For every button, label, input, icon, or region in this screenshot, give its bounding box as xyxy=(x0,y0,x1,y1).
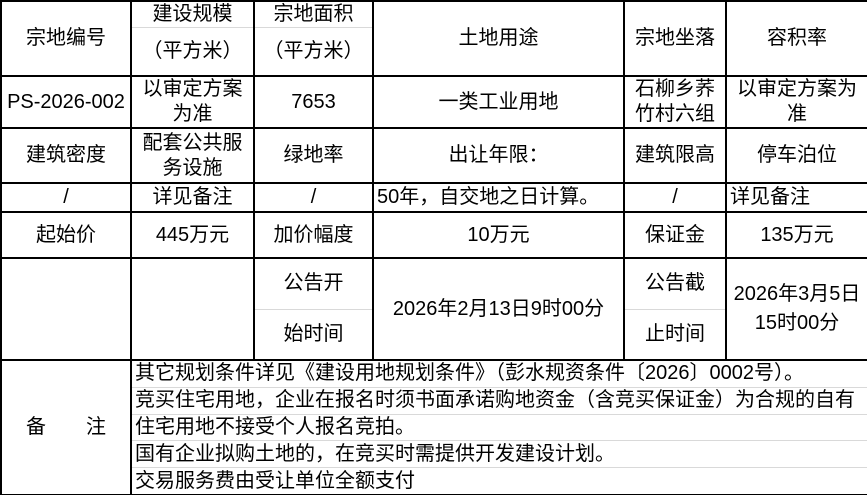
announcement-start-label: 公告开 始时间 xyxy=(253,257,374,361)
public-facilities-label: 配套公共服务设施 xyxy=(130,127,255,184)
construction-scale-header: 建设规模 （平方米） xyxy=(130,0,255,77)
location-value-text: 石柳乡荞竹村六组 xyxy=(635,78,715,125)
remark-line: 其它规划条件详见《建设用地规划条件》（彭水规资条件〔2026〕0002号）。 xyxy=(133,362,866,388)
plot-ratio-header: 容积率 xyxy=(725,0,867,77)
increment-value: 10万元 xyxy=(372,211,625,259)
height-limit-value: / xyxy=(623,182,727,213)
deposit-label: 保证金 xyxy=(623,211,727,259)
planning-values-row: / 详见备注 / 50年，自交地之日计算。 / 详见备注 xyxy=(0,182,867,213)
parcel-area-header: 宗地面积 （平方米） xyxy=(253,0,374,77)
values-row: PS-2026-002 以审定方案为准 7653 一类工业用地 石柳乡荞竹村六组… xyxy=(0,75,867,129)
announcement-end-label-line1: 公告截 xyxy=(626,260,724,310)
announcement-end-value: 2026年3月5日15时00分 xyxy=(725,257,867,361)
starting-price-label: 起始价 xyxy=(0,211,132,259)
parcel-id-value: PS-2026-002 xyxy=(0,75,132,129)
starting-price-value: 445万元 xyxy=(130,211,255,259)
announcement-start-label-line2: 始时间 xyxy=(283,322,344,345)
construction-scale-value: 以审定方案为准 xyxy=(130,75,255,129)
remarks-row: 备 注 其它规划条件详见《建设用地规划条件》（彭水规资条件〔2026〕0002号… xyxy=(0,359,867,495)
announcement-start-label-stack: 公告开 始时间 xyxy=(256,260,371,358)
tenure-label: 出让年限： xyxy=(372,127,625,184)
land-use-value: 一类工业用地 xyxy=(372,75,625,129)
empty-cell-1 xyxy=(0,257,132,361)
announcement-start-value: 2026年2月13日9时00分 xyxy=(372,257,625,361)
deposit-value: 135万元 xyxy=(725,211,867,259)
remark-line: 交易服务费由受让单位全额支付 xyxy=(135,469,415,492)
green-rate-label: 绿地率 xyxy=(253,127,374,184)
parking-value: 详见备注 xyxy=(725,182,867,213)
building-density-label: 建筑密度 xyxy=(0,127,132,184)
location-header: 宗地坐落 xyxy=(623,0,727,77)
remarks-content: 其它规划条件详见《建设用地规划条件》（彭水规资条件〔2026〕0002号）。 竞… xyxy=(130,359,867,495)
plot-ratio-value: 以审定方案为准 xyxy=(725,75,867,129)
construction-scale-header-line2: （平方米） xyxy=(142,40,243,62)
announcement-end-label-stack: 公告截 止时间 xyxy=(626,260,724,358)
remarks-lines: 其它规划条件详见《建设用地规划条件》（彭水规资条件〔2026〕0002号）。 竞… xyxy=(133,362,866,493)
building-density-value: / xyxy=(0,182,132,213)
construction-scale-header-line1: 建设规模 xyxy=(133,3,252,28)
parcel-area-header-stack: 宗地面积 （平方米） xyxy=(256,3,371,74)
land-use-header: 土地用途 xyxy=(372,0,625,77)
tenure-value: 50年，自交地之日计算。 xyxy=(372,182,625,213)
announcement-end-label: 公告截 止时间 xyxy=(623,257,727,361)
empty-cell-2 xyxy=(130,257,255,361)
announcement-end-value-text: 2026年3月5日15时00分 xyxy=(733,283,861,334)
location-value: 石柳乡荞竹村六组 xyxy=(623,75,727,129)
height-limit-label: 建筑限高 xyxy=(623,127,727,184)
parcel-area-header-line1: 宗地面积 xyxy=(256,3,371,28)
parking-label: 停车泊位 xyxy=(725,127,867,184)
parcel-id-header: 宗地编号 xyxy=(0,0,132,77)
planning-labels-row: 建筑密度 配套公共服务设施 绿地率 出让年限： 建筑限高 停车泊位 xyxy=(0,127,867,184)
remarks-label: 备 注 xyxy=(0,359,132,495)
increment-label: 加价幅度 xyxy=(253,211,374,259)
parcel-area-header-line2: （平方米） xyxy=(263,40,364,62)
announcement-start-label-line1: 公告开 xyxy=(256,260,371,310)
parcel-area-value: 7653 xyxy=(253,75,374,129)
construction-scale-header-stack: 建设规模 （平方米） xyxy=(133,3,252,74)
announcement-row: 公告开 始时间 2026年2月13日9时00分 公告截 止时间 2026年3月5… xyxy=(0,257,867,361)
green-rate-value: / xyxy=(253,182,374,213)
remark-line: 竞买住宅用地，企业在报名时须书面承诺购地资金（含竞买保证金）为合规的自有 xyxy=(133,388,866,415)
announcement-end-label-line2: 止时间 xyxy=(645,322,705,345)
public-facilities-value: 详见备注 xyxy=(130,182,255,213)
price-row: 起始价 445万元 加价幅度 10万元 保证金 135万元 xyxy=(0,211,867,259)
header-row: 宗地编号 建设规模 （平方米） 宗地面积 （平方米） 土地用途 宗地坐落 容积率 xyxy=(0,0,867,77)
remark-line: 国有企业拟购土地的，在竞买时需提供开发建设计划。 xyxy=(133,441,866,469)
remark-line: 住宅用地不接受个人报名竞拍。 xyxy=(133,415,866,442)
